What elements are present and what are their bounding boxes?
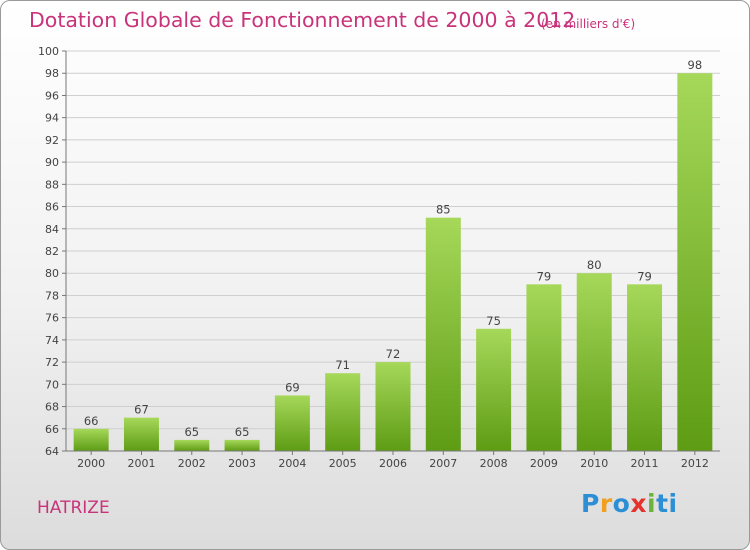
x-tick-label: 2005 (329, 457, 357, 470)
bar (425, 217, 461, 451)
bar-value-label: 85 (436, 203, 451, 217)
bar (526, 284, 562, 451)
chart-subtitle: (en milliers d'€) (541, 17, 636, 31)
bar (677, 73, 713, 451)
bar (224, 439, 260, 451)
bar (274, 395, 310, 451)
y-tick-label: 100 (38, 45, 59, 58)
bar-value-label: 66 (84, 414, 99, 428)
bar (325, 373, 361, 451)
y-tick-label: 98 (45, 67, 59, 80)
bar (174, 439, 210, 451)
bar-value-label: 98 (688, 58, 703, 72)
y-tick-label: 78 (45, 289, 59, 302)
y-tick-label: 66 (45, 423, 59, 436)
bar (73, 428, 109, 451)
bar-value-label: 65 (235, 425, 250, 439)
x-tick-label: 2011 (631, 457, 659, 470)
x-tick-label: 2009 (530, 457, 558, 470)
y-tick-label: 80 (45, 267, 59, 280)
chart-title: Dotation Globale de Fonctionnement de 20… (29, 8, 576, 32)
y-tick-label: 86 (45, 201, 59, 214)
x-tick-label: 2001 (127, 457, 155, 470)
bar (627, 284, 663, 451)
y-tick-label: 96 (45, 89, 59, 102)
bar-value-label: 79 (637, 269, 652, 283)
bar-chart: 66 67 65 65 69 71 72 85 75 79 80 79 98 64 66 68 70 72 74 7… (38, 45, 720, 470)
y-tick-label: 64 (45, 445, 59, 458)
bar-value-label: 75 (486, 314, 501, 328)
y-tick-label: 92 (45, 134, 59, 147)
x-tick-label: 2002 (178, 457, 206, 470)
bar-value-label: 79 (537, 269, 552, 283)
logo-letter: P (581, 489, 600, 518)
proxiti-logo: Proxiti (581, 489, 678, 518)
bar-value-label: 69 (285, 380, 300, 394)
y-tick-label: 84 (45, 223, 59, 236)
y-tick-label: 90 (45, 156, 59, 169)
bar-value-label: 80 (587, 258, 602, 272)
y-tick-label: 72 (45, 356, 59, 369)
x-tick-label: 2007 (429, 457, 457, 470)
bar-value-label: 65 (184, 425, 199, 439)
bar-value-label: 71 (335, 358, 350, 372)
logo-letter: ti (656, 489, 678, 518)
bar (576, 273, 612, 451)
x-tick-label: 2000 (77, 457, 105, 470)
y-tick-label: 88 (45, 178, 59, 191)
bar-value-label: 67 (134, 403, 149, 417)
logo-letter: r (599, 489, 613, 518)
logo-letter: o (612, 489, 631, 518)
y-tick-label: 68 (45, 401, 59, 414)
x-tick-label: 2003 (228, 457, 256, 470)
y-tick-label: 82 (45, 245, 59, 258)
x-tick-label: 2012 (681, 457, 709, 470)
y-tick-label: 94 (45, 112, 59, 125)
bar-value-label: 72 (386, 347, 401, 361)
y-tick-label: 74 (45, 334, 59, 347)
bar (476, 328, 512, 451)
y-tick-label: 70 (45, 378, 59, 391)
x-tick-label: 2010 (580, 457, 608, 470)
logo-letter: i (647, 489, 657, 518)
bar (123, 417, 159, 451)
commune-name: HATRIZE (37, 498, 110, 518)
bar (375, 362, 411, 451)
y-tick-label: 76 (45, 312, 59, 325)
x-tick-label: 2006 (379, 457, 407, 470)
logo-letter: x (630, 489, 647, 518)
x-tick-label: 2004 (278, 457, 306, 470)
x-tick-label: 2008 (480, 457, 508, 470)
